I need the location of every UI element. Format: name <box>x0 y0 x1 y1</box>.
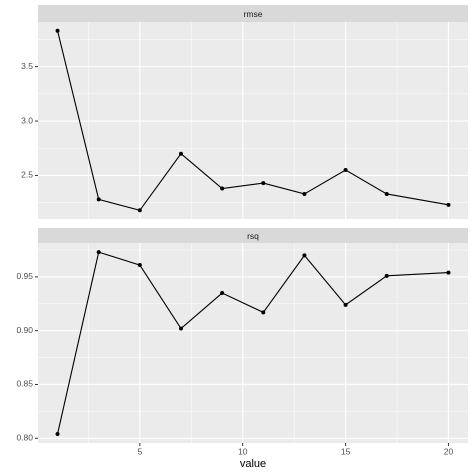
data-point <box>446 270 451 275</box>
data-point <box>220 291 225 296</box>
strip-title: rsq <box>247 231 259 241</box>
data-point <box>384 273 389 278</box>
data-line <box>57 251 449 435</box>
y-tick-label: 2.5 <box>21 170 33 180</box>
strip-title: rmse <box>244 9 263 19</box>
x-axis-label: value <box>240 458 266 470</box>
data-line <box>57 30 449 211</box>
data-point <box>261 181 266 186</box>
y-tick-label: 3.5 <box>21 61 33 71</box>
data-point <box>137 208 142 213</box>
data-point <box>96 250 101 255</box>
data-point <box>55 431 60 436</box>
data-point <box>178 326 183 331</box>
x-tick-label: 10 <box>238 446 248 456</box>
data-point <box>220 186 225 191</box>
data-point <box>55 28 60 33</box>
y-tick-label: 0.80 <box>16 433 33 443</box>
data-point <box>178 151 183 156</box>
data-point <box>384 191 389 196</box>
data-point <box>343 302 348 307</box>
data-point <box>137 263 142 268</box>
y-tick-label: 0.90 <box>16 325 33 335</box>
y-tick-label: 0.85 <box>16 379 33 389</box>
data-point <box>302 253 307 258</box>
data-point <box>302 191 307 196</box>
data-point <box>446 202 451 207</box>
y-tick-label: 0.95 <box>16 271 33 281</box>
y-tick-label: 3.0 <box>21 115 33 125</box>
strip <box>38 5 468 22</box>
data-point <box>343 168 348 173</box>
x-tick-label: 5 <box>137 446 142 456</box>
data-point <box>261 310 266 315</box>
x-tick-label: 15 <box>341 446 351 456</box>
data-point <box>96 197 101 202</box>
x-tick-label: 20 <box>444 446 454 456</box>
strip <box>38 228 468 243</box>
panel <box>38 243 468 443</box>
